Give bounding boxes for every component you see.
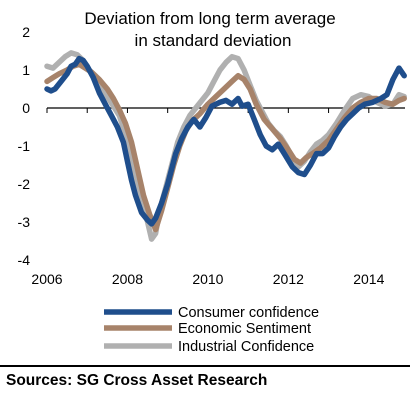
legend-label-economic-sentiment: Economic Sentiment bbox=[178, 321, 311, 337]
source-note: Sources: SG Cross Asset Research bbox=[6, 372, 268, 389]
series-layer bbox=[44, 50, 407, 242]
x-tick-label: 2014 bbox=[353, 271, 384, 287]
y-tick-label: -2 bbox=[18, 176, 31, 192]
y-tick-label: -1 bbox=[18, 138, 31, 154]
x-tick-label: 2010 bbox=[192, 271, 223, 287]
y-tick-label: 2 bbox=[22, 24, 30, 40]
x-tick-label: 2006 bbox=[31, 271, 62, 287]
y-tick-label: -4 bbox=[18, 252, 31, 268]
y-axis: 2 1 0 -1 -2 -3 -4 bbox=[18, 24, 31, 268]
legend-label-industrial-confidence: Industrial Confidence bbox=[178, 339, 314, 355]
chart-subtitle: in standard deviation bbox=[135, 31, 292, 50]
y-tick-label: 1 bbox=[22, 62, 30, 78]
source-divider bbox=[0, 365, 410, 367]
x-axis: 2006 2008 2010 2012 2014 bbox=[31, 107, 405, 287]
y-tick-label: -3 bbox=[18, 214, 31, 230]
x-tick-label: 2008 bbox=[112, 271, 143, 287]
y-tick-label: 0 bbox=[22, 100, 30, 116]
x-tick-label: 2012 bbox=[273, 271, 304, 287]
chart-title: Deviation from long term average bbox=[84, 9, 335, 28]
legend-label-consumer-confidence: Consumer confidence bbox=[178, 305, 319, 321]
series-line-consumer-confidence bbox=[44, 55, 407, 227]
series-line-industrial-confidence bbox=[44, 50, 407, 242]
